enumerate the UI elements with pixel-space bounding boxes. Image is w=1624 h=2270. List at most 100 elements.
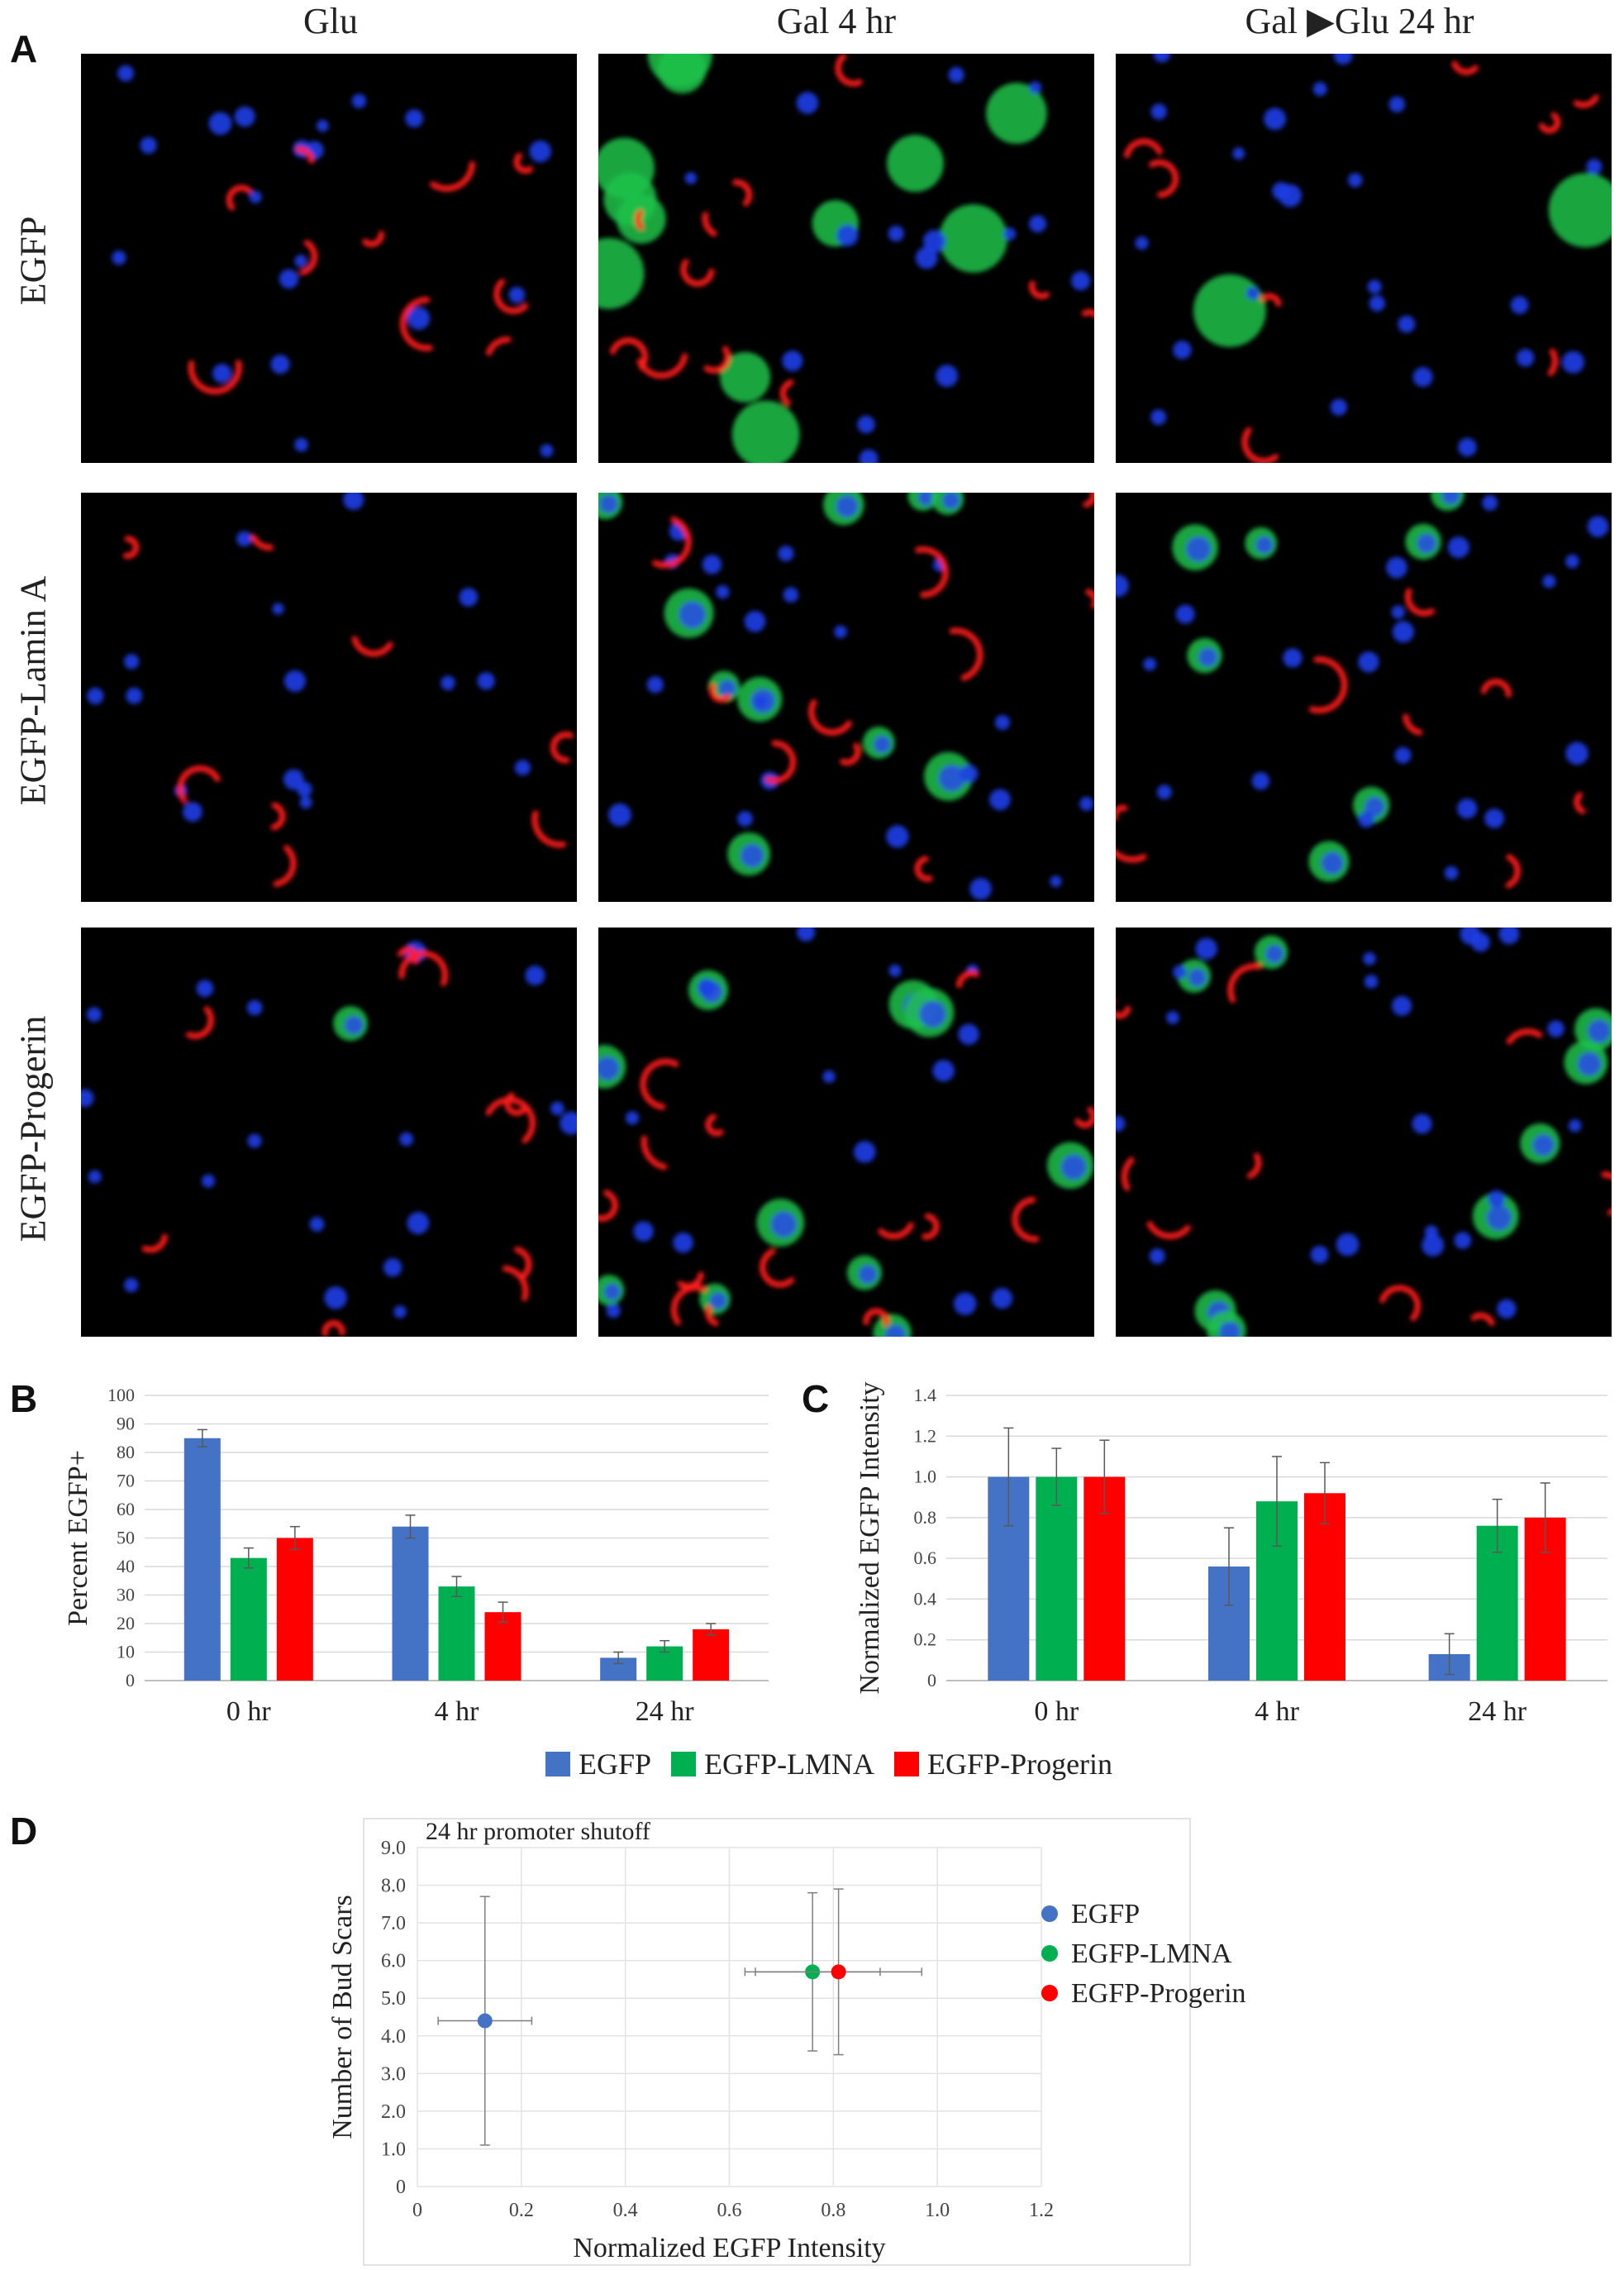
blue-nucleus	[1422, 1233, 1445, 1257]
red-bud-scar	[708, 683, 731, 703]
blue-nucleus	[1498, 928, 1520, 945]
green-cell	[720, 351, 771, 403]
nucleus-in-cell	[1219, 1321, 1241, 1337]
blue-nucleus	[1412, 1114, 1432, 1134]
blue-nucleus	[607, 803, 631, 827]
red-bud-scar	[485, 1097, 536, 1144]
red-bud-scar	[141, 1233, 168, 1253]
y-tick-label: 3.0	[381, 2063, 406, 2085]
blue-nucleus	[1173, 965, 1187, 980]
red-bud-scar	[1539, 112, 1561, 134]
blue-nucleus	[1358, 811, 1374, 828]
red-bud-scar	[1116, 849, 1147, 863]
red-bud-scar	[635, 209, 644, 231]
blue-nucleus	[778, 546, 794, 562]
y-tick-label: 9.0	[381, 1838, 406, 1859]
blue-nucleus	[383, 1258, 402, 1277]
blue-nucleus	[1264, 107, 1286, 131]
y-tick-label: 40	[117, 1556, 135, 1576]
nucleus-in-cell	[718, 680, 736, 698]
blue-nucleus	[1586, 159, 1603, 175]
legend-item-egfp-progerin: EGFP-Progerin	[894, 1747, 1112, 1781]
x-tick-label: 0	[412, 2200, 422, 2221]
panel-letter-d: D	[10, 1810, 38, 1853]
y-tick-label: 20	[117, 1613, 135, 1633]
bar-egfp-progerin-0-hr	[276, 1538, 313, 1681]
blue-nucleus	[309, 1217, 325, 1232]
micrograph-lamina-galglu24	[1116, 493, 1612, 902]
blue-nucleus	[525, 966, 545, 986]
blue-nucleus	[1482, 494, 1498, 511]
blue-nucleus	[1363, 951, 1376, 966]
green-cell	[939, 204, 1008, 273]
x-tick-label: 0.8	[821, 2200, 845, 2221]
scatter-chart-bud-scars: 0 1.0 2.0 3.0 4.0 5.0 6.0 7.0 8.0 9.0 0 0.2 0.4 0.6 0.…	[327, 1818, 1246, 2266]
red-bud-scar	[531, 810, 567, 848]
red-bud-scar	[1241, 427, 1279, 463]
red-bud-scar	[493, 279, 529, 314]
legend-label-egfp-lmna: EGFP-LMNA	[704, 1748, 875, 1781]
blue-nucleus	[1279, 184, 1302, 207]
x-tick-label: 0.4	[613, 2200, 638, 2221]
nucleus-in-cell	[1265, 944, 1284, 964]
blue-nucleus	[744, 610, 766, 632]
blue-nucleus	[294, 437, 308, 452]
blue-nucleus	[646, 676, 664, 694]
blue-nucleus	[405, 109, 424, 128]
blue-nucleus	[124, 1277, 139, 1293]
green-cell	[598, 237, 645, 309]
blue-nucleus	[960, 764, 979, 784]
blue-nucleus	[550, 1101, 564, 1116]
blue-nucleus	[459, 588, 479, 607]
blue-nucleus	[1029, 81, 1042, 94]
blue-nucleus	[1232, 147, 1245, 160]
blue-nucleus	[279, 269, 299, 289]
bar-egfp-progerin-4-hr	[1304, 1493, 1345, 1681]
blue-nucleus	[294, 255, 307, 268]
y-tick-label: 80	[117, 1442, 135, 1462]
x-tick-label: 0.6	[717, 2200, 742, 2221]
bar-egfp-0-hr	[183, 1438, 221, 1681]
cell-layer	[1116, 928, 1612, 1337]
blue-nucleus	[1195, 937, 1217, 960]
y-tick-label: 10	[117, 1642, 135, 1662]
red-bud-scar	[1470, 1312, 1495, 1327]
red-bud-scar	[680, 259, 715, 287]
blue-nucleus	[540, 444, 554, 457]
red-bud-scar	[1124, 138, 1163, 159]
red-bud-scar	[760, 1248, 795, 1288]
blue-nucleus	[393, 1305, 407, 1319]
bar-chart-percent-egfp: 0 10 20 30 40 50 60 70 80 90 100 0 hr 4 hr 24 hr Perce…	[63, 1385, 769, 1727]
nucleus-in-cell	[598, 1056, 620, 1080]
blue-nucleus	[1029, 215, 1047, 233]
green-cell	[887, 135, 944, 193]
nucleus-in-cell	[873, 735, 892, 754]
blue-nucleus	[1561, 351, 1584, 374]
blue-nucleus	[508, 286, 526, 303]
blue-nucleus	[514, 760, 531, 776]
blue-nucleus	[1156, 784, 1172, 800]
red-bud-scar	[1116, 1005, 1131, 1019]
blue-nucleus	[1447, 537, 1469, 559]
red-bud-scar	[914, 856, 933, 882]
blue-nucleus	[1071, 271, 1091, 291]
blue-nucleus	[1497, 1299, 1517, 1319]
nucleus-in-cell	[919, 1000, 946, 1028]
blue-nucleus	[673, 1232, 693, 1253]
row-title-egfp-progerin: EGFP-Progerin	[12, 1015, 54, 1242]
green-cell	[1193, 274, 1266, 347]
bar-egfp-progerin-24-hr	[693, 1629, 730, 1681]
legend-label-egfp-progerin: EGFP-Progerin	[927, 1748, 1113, 1781]
blue-nucleus	[196, 980, 214, 998]
legend-marker-egfp-progerin	[1041, 1985, 1058, 2001]
panel-letter-c: C	[802, 1377, 830, 1420]
blue-nucleus	[1173, 341, 1192, 360]
blue-nucleus	[324, 1286, 347, 1309]
bar-egfp-lmna-4-hr	[438, 1586, 475, 1681]
x-axis-label: Normalized EGFP Intensity	[573, 2233, 885, 2263]
blue-nucleus	[140, 136, 157, 154]
blue-nucleus	[958, 1023, 979, 1045]
red-bud-scar	[398, 950, 448, 987]
category-label-4-hr: 4 hr	[1255, 1696, 1300, 1727]
blue-nucleus	[888, 225, 904, 242]
